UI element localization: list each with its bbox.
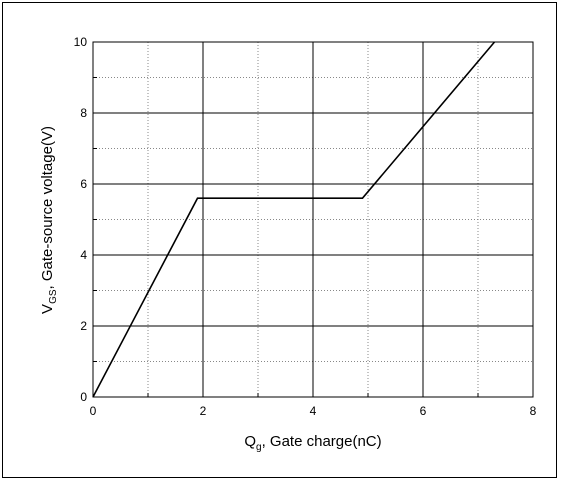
chart-frame [2, 2, 557, 478]
x-tick-label: 6 [420, 404, 427, 418]
axis-ticks [92, 41, 534, 398]
y-axis-title-subscript: GS [48, 289, 59, 304]
x-axis-title-subscript: g [256, 442, 262, 453]
y-axis-title-main: V [39, 304, 56, 314]
grid [93, 42, 533, 397]
y-tick-label: 2 [80, 319, 87, 333]
y-tick-label: 6 [80, 177, 87, 191]
series-line-0 [92, 41, 496, 398]
y-tick-label: 0 [80, 390, 87, 404]
y-axis-title-rest: , Gate-source voltage(V) [39, 126, 56, 289]
series-group [92, 41, 496, 398]
x-tick-label: 4 [310, 404, 317, 418]
x-axis-title-main: Q [244, 433, 256, 450]
x-tick-label: 0 [90, 404, 97, 418]
x-tick-labels: 0 2 4 6 8 [90, 404, 537, 418]
y-tick-label: 4 [80, 248, 87, 262]
x-tick-label: 8 [530, 404, 537, 418]
y-tick-label: 10 [74, 35, 88, 49]
x-axis-title-rest: , Gate charge(nC) [262, 433, 382, 450]
x-axis-title: Qg, Gate charge(nC) [244, 433, 381, 453]
y-axis-title: VGS, Gate-source voltage(V) [39, 126, 59, 314]
y-tick-label: 8 [80, 106, 87, 120]
x-tick-label: 2 [200, 404, 207, 418]
y-tick-labels: 0 2 4 6 8 10 [74, 35, 88, 404]
